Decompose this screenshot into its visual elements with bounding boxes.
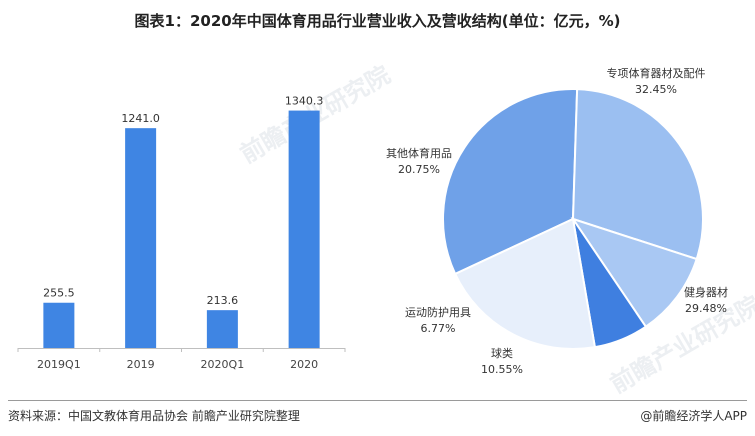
slice-name-label: 健身器材 [684,285,728,299]
bar-value-label: 255.5 [43,287,75,300]
bar-value-label: 1241.0 [121,112,160,125]
source-note: 资料来源：中国文教体育用品协会 前瞻产业研究院整理 [8,409,300,423]
slice-percent-label: 6.77% [421,322,456,335]
slice-name-label: 其他体育用品 [386,146,452,160]
bar [125,128,157,348]
pie-slice [442,88,579,276]
slice-name-label: 专项体育器材及配件 [607,66,706,80]
x-tick-label: 2020 [290,358,318,371]
pie-slice [570,217,698,329]
x-tick-label: 2019Q1 [37,358,81,371]
bar-value-label: 1340.3 [285,95,324,108]
x-tick-label: 2019 [127,358,155,371]
slice-percent-label: 10.55% [481,363,523,376]
bar-chart: 255.5 2019Q1 1241.0 2019 213.6 2020Q1 1340.3 20… [17,95,346,371]
slice-name-label: 球类 [491,346,513,360]
slice-percent-label: 20.75% [398,163,440,176]
footer-divider [8,400,747,401]
brand-credit: @前瞻经济学人APP [640,409,747,423]
x-tick-label: 2020Q1 [201,358,245,371]
bar [206,310,238,348]
chart-canvas: 255.5 2019Q1 1241.0 2019 213.6 2020Q1 1340.3 20… [17,66,728,376]
slice-percent-label: 32.45% [635,83,677,96]
pie-chart: 专项体育器材及配件 32.45% 健身器材 29.48% 球类 10.55% 运动防护用具 6… [386,66,728,376]
chart-title: 图表1：2020年中国体育用品行业营业收入及营收结构(单位：亿元，%) [134,12,621,30]
footer: 资料来源：中国文教体育用品协会 前瞻产业研究院整理 @前瞻经济学人APP [0,400,755,436]
bar-value-label: 213.6 [207,294,239,307]
bar [288,110,320,348]
slice-name-label: 运动防护用具 [405,305,471,319]
pie-slice [571,88,704,261]
bar [43,302,75,348]
pie-slice [453,217,597,350]
slice-percent-label: 29.48% [685,302,727,315]
